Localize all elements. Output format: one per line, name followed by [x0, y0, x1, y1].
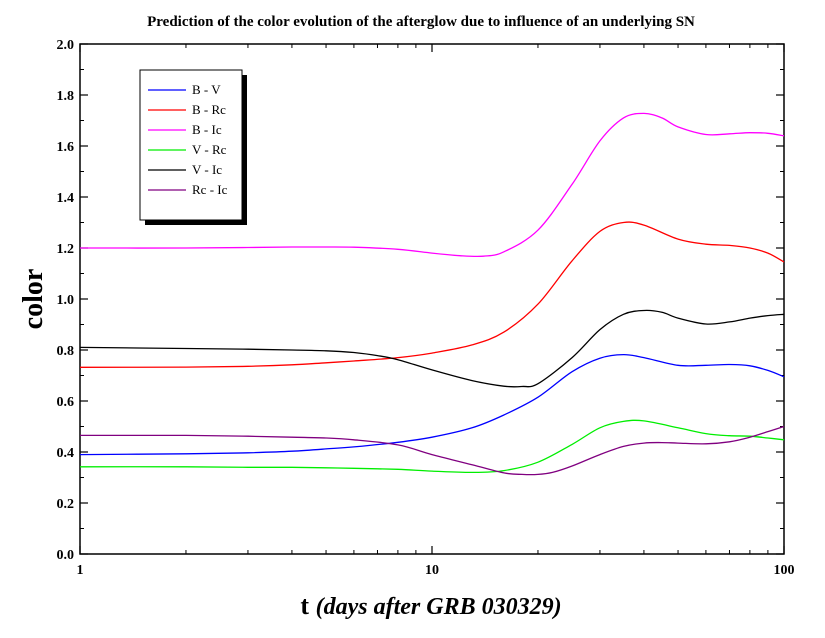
x-tick-label: 1 — [77, 563, 84, 578]
y-tick-label: 1.6 — [57, 140, 75, 155]
legend-label: V - Rc — [192, 142, 227, 157]
x-axis-label-main: t — [300, 591, 309, 620]
series-line-b-rc — [79, 221, 785, 368]
y-tick-label: 1.8 — [57, 89, 75, 104]
legend: B - V B - Rc B - Ic V - Rc V - Ic Rc - Ic — [139, 69, 247, 225]
series-lines — [79, 112, 785, 476]
chart-title: Prediction of the color evolution of the… — [147, 14, 695, 30]
series-line-b-ic — [79, 112, 785, 258]
axis-ticks: 0.0 0.2 0.4 0.6 0.8 1.0 1.2 1.4 1.6 1.8 2.0 1 10 100 — [57, 38, 795, 578]
y-tick-label: 0.0 — [57, 548, 75, 563]
y-tick-label: 0.4 — [57, 446, 75, 461]
y-tick-label: 0.2 — [57, 497, 75, 512]
y-axis-label: color — [18, 269, 49, 330]
x-tick-label: 100 — [774, 563, 795, 578]
legend-label: B - Rc — [192, 102, 226, 117]
legend-label: B - V — [192, 82, 221, 97]
x-axis-label: t (days after GRB 030329) — [300, 591, 561, 620]
legend-label: B - Ic — [192, 122, 222, 137]
y-tick-label: 2.0 — [57, 38, 75, 53]
y-tick-label: 0.6 — [57, 395, 75, 410]
series-line-v-rc — [79, 419, 785, 474]
y-tick-label: 0.8 — [57, 344, 75, 359]
x-axis-label-italic: (days after GRB 030329) — [316, 594, 562, 620]
series-line-b-v — [79, 353, 785, 456]
legend-box — [139, 69, 243, 221]
series-line-rc-ic — [79, 425, 785, 476]
x-tick-label: 10 — [425, 563, 439, 578]
y-tick-label: 1.4 — [57, 191, 75, 206]
legend-label: V - Ic — [192, 162, 222, 177]
legend-label: Rc - Ic — [192, 182, 228, 197]
series-line-v-ic — [79, 309, 785, 388]
y-tick-label: 1.0 — [57, 293, 75, 308]
y-tick-label: 1.2 — [57, 242, 75, 257]
